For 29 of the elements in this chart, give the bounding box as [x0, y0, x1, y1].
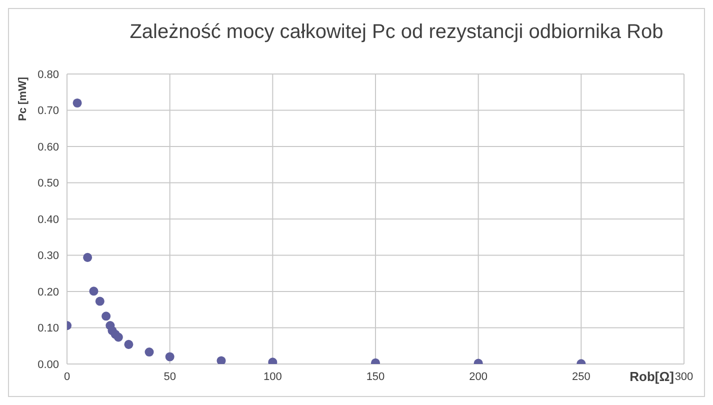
x-tick-label: 250	[572, 370, 590, 383]
point	[165, 352, 174, 362]
point	[72, 98, 82, 108]
point	[83, 252, 92, 262]
x-tick-label: 0	[64, 370, 70, 383]
x-tick-label: 200	[469, 370, 488, 383]
x-tick-label: 100	[263, 370, 282, 383]
y-tick-label: 0.80	[38, 68, 59, 81]
y-tick-label: 0.30	[38, 250, 59, 262]
x-tick-label: 50	[164, 370, 176, 383]
x-tick-label: 150	[366, 370, 385, 383]
point	[89, 286, 98, 296]
y-tick-label: 0.10	[38, 322, 59, 335]
point	[114, 332, 123, 342]
point	[216, 356, 226, 364]
point	[102, 312, 111, 321]
point	[95, 296, 104, 306]
y-tick-label: 0.00	[38, 358, 59, 371]
y-tick-label: 0.70	[38, 105, 59, 118]
y-tick-label: 0.60	[38, 141, 59, 154]
y-axis-title: Pc [mW]	[17, 77, 29, 121]
x-axis-title: Rob[Ω]	[630, 369, 674, 384]
y-tick-label: 0.40	[38, 214, 59, 226]
point	[144, 348, 154, 357]
x-tick-label: 300	[674, 370, 694, 383]
y-tick-label: 0.20	[38, 286, 59, 298]
point	[124, 340, 134, 349]
chart-title: Zależność mocy całkowitej Pc od rezystancji odbiornika Rob	[128, 21, 664, 44]
y-tick-label: 0.50	[38, 178, 59, 190]
